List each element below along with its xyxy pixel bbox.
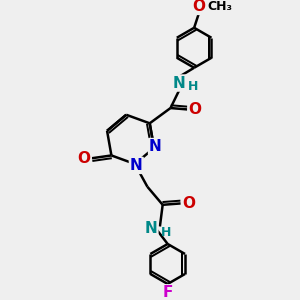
Text: N: N	[149, 139, 162, 154]
Text: O: O	[188, 102, 202, 117]
Text: N: N	[145, 221, 158, 236]
Text: H: H	[188, 80, 198, 93]
Text: O: O	[78, 151, 91, 166]
Text: O: O	[193, 0, 206, 14]
Text: F: F	[163, 285, 173, 300]
Text: O: O	[182, 196, 195, 211]
Text: CH₃: CH₃	[207, 0, 232, 13]
Text: H: H	[161, 226, 172, 239]
Text: N: N	[172, 76, 185, 91]
Text: N: N	[130, 158, 143, 173]
